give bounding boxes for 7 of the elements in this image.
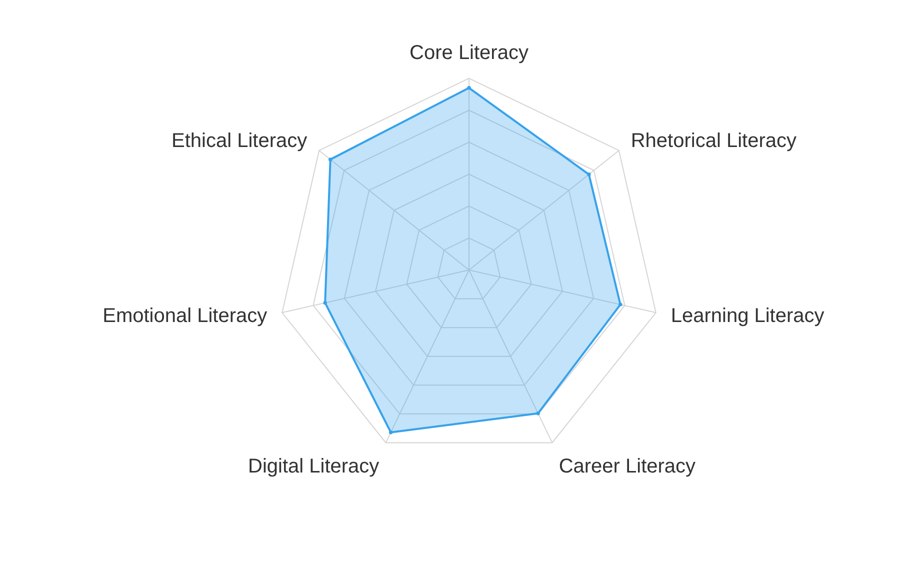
spoke-label: Emotional Literacy — [102, 305, 268, 328]
spoke-label: Career Literacy — [558, 456, 696, 478]
spoke-label: Ethical Literacy — [172, 130, 308, 152]
spoke-label: Digital Literacy — [248, 456, 380, 478]
spoke-label: Learning Literacy — [670, 305, 824, 328]
spoke-label: Core Literacy — [410, 42, 528, 64]
spoke-label: Rhetorical Literacy — [630, 130, 796, 152]
